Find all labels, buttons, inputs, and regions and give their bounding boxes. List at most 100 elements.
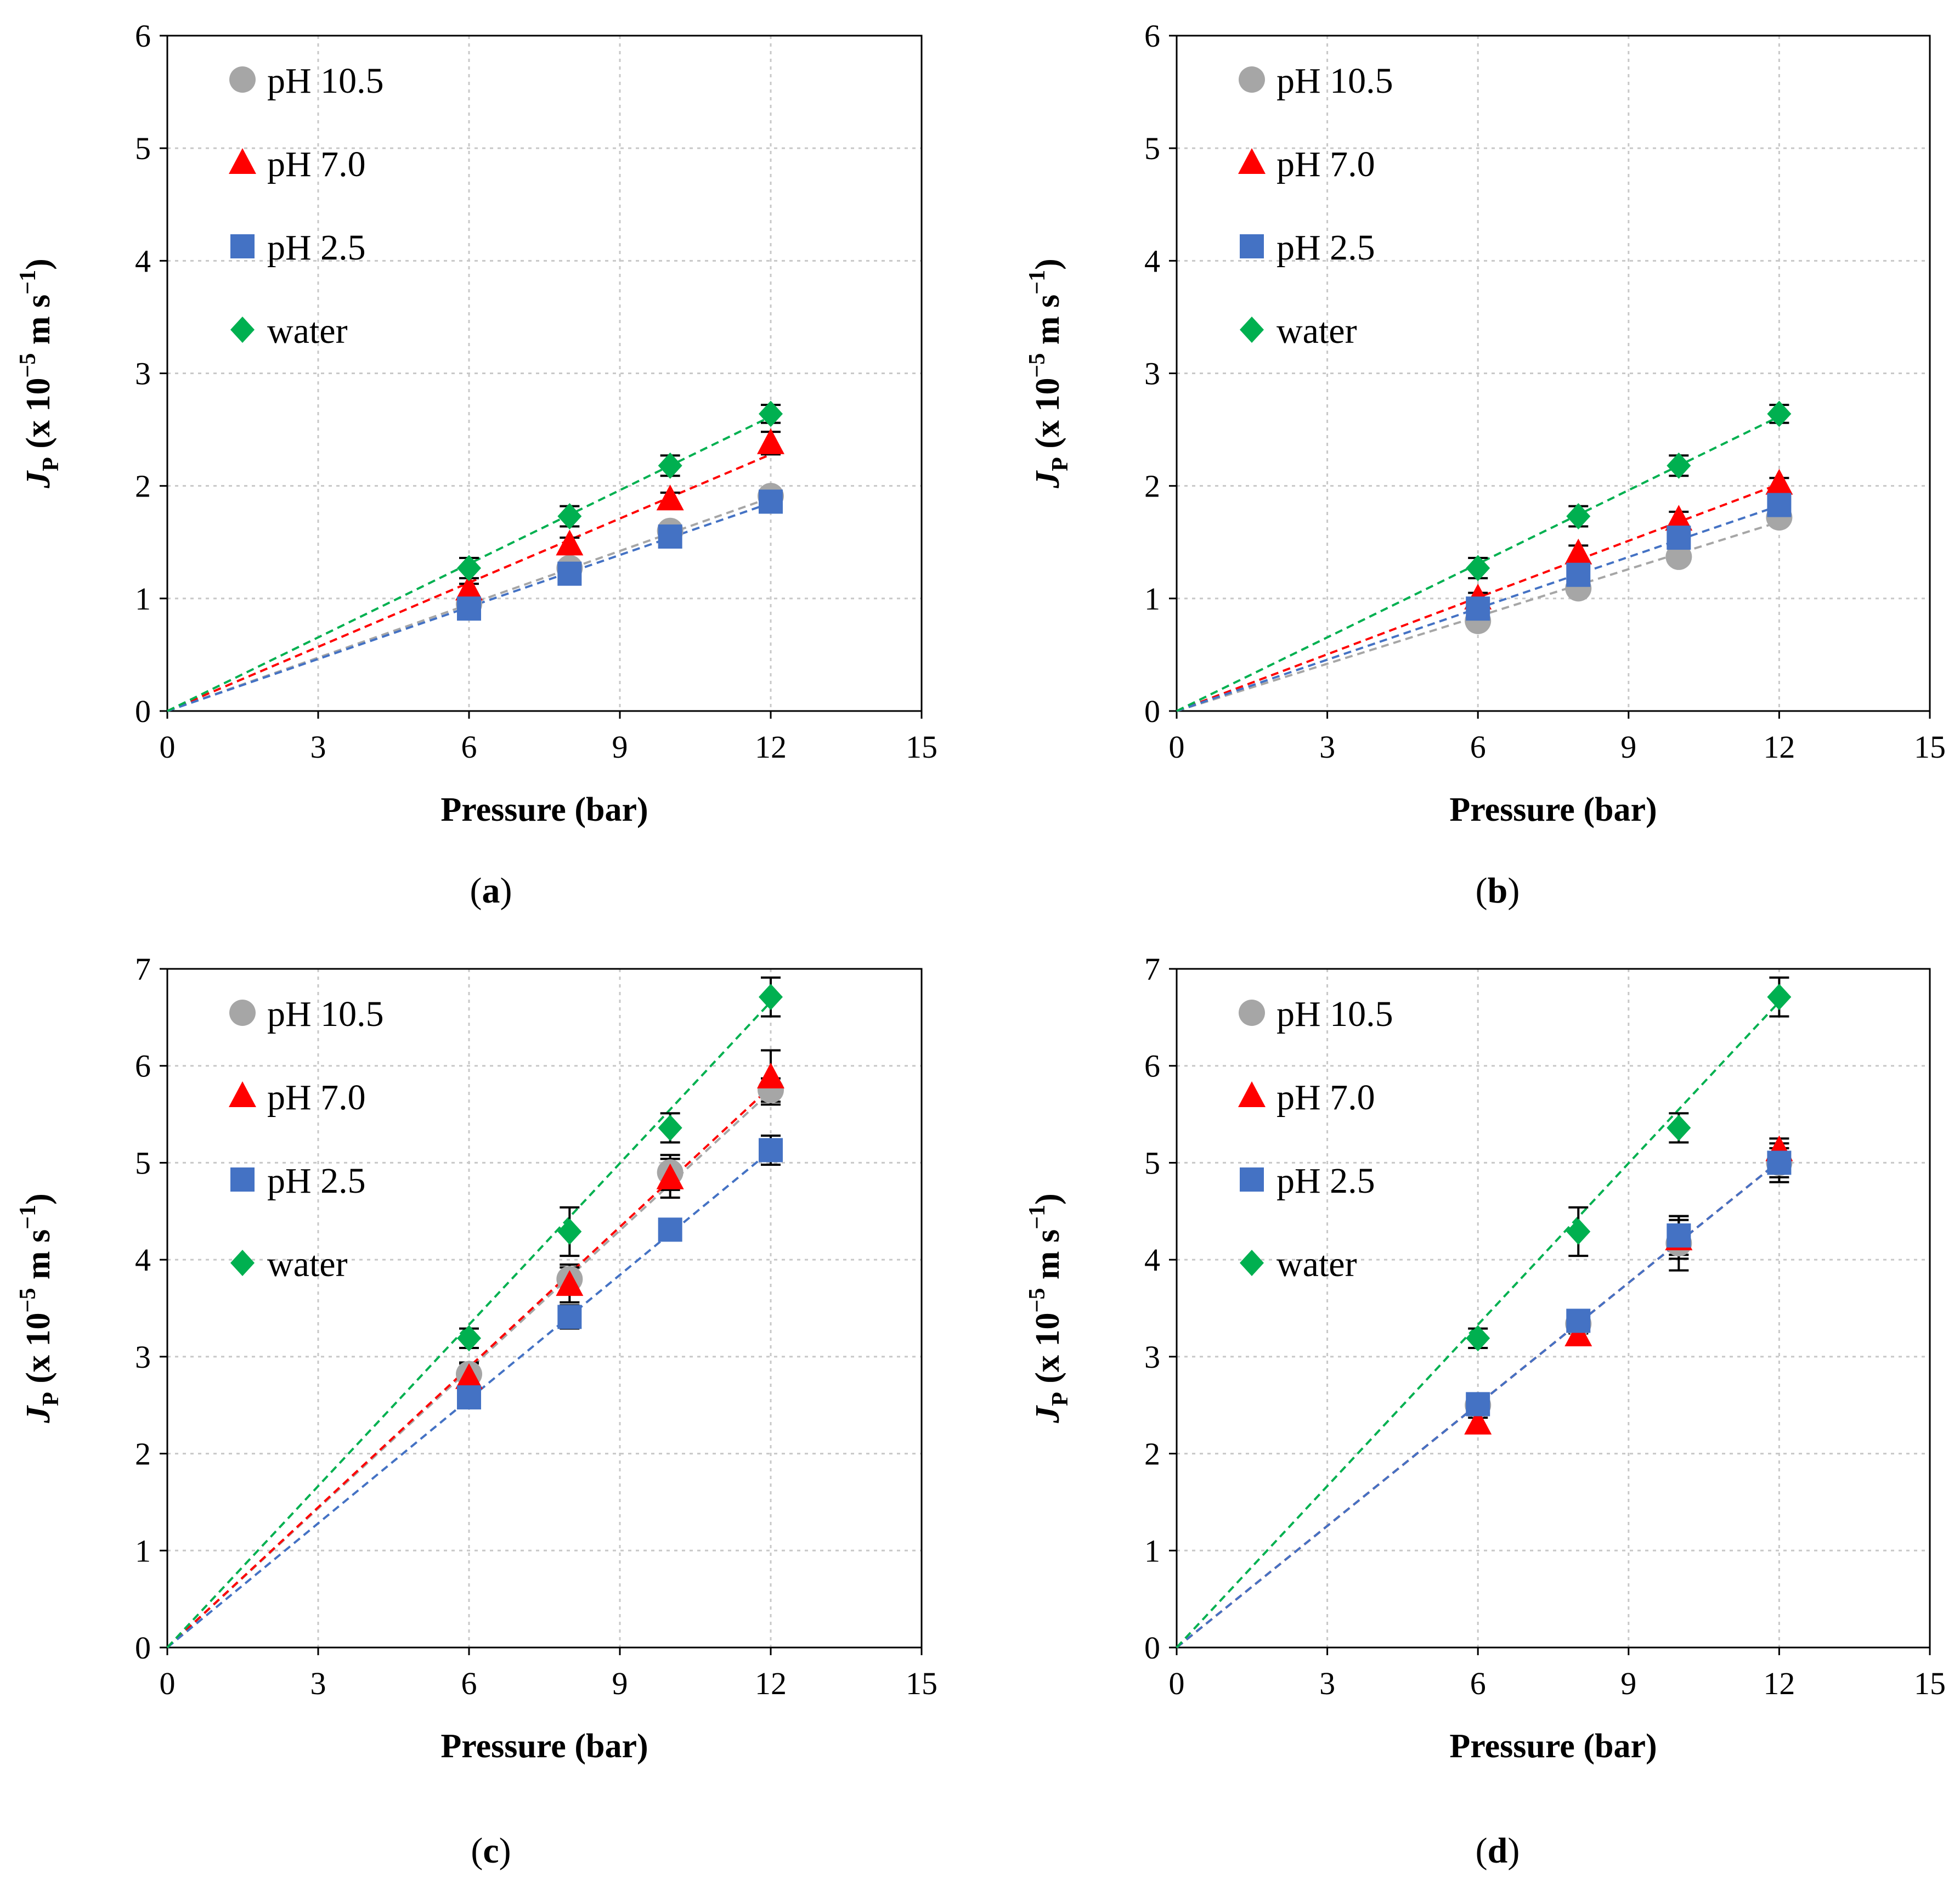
y-axis-title: JP (x 10−5 m s−1) <box>1025 258 1073 489</box>
trend-line <box>1176 1001 1780 1649</box>
y-tick-label: 2 <box>1144 469 1160 504</box>
data-point <box>1767 1150 1792 1175</box>
data-point <box>557 1218 582 1245</box>
y-tick-label: 0 <box>135 693 151 729</box>
x-tick-label: 3 <box>310 1666 326 1701</box>
y-tick-label: 5 <box>1144 1145 1160 1181</box>
y-axis-title: JP (x 10−5 m s−1) <box>1025 1193 1073 1424</box>
legend-label: pH 7.0 <box>1276 144 1375 184</box>
data-point <box>457 1385 481 1410</box>
legend-marker <box>229 148 256 174</box>
x-axis-title: Pressure (bar) <box>440 791 648 828</box>
data-point <box>1667 526 1691 550</box>
y-tick-label: 3 <box>135 356 151 392</box>
legend-marker <box>229 66 256 93</box>
gridlines <box>1177 969 1930 1648</box>
gridlines <box>167 969 922 1648</box>
panel-caption: (d) <box>1476 1831 1520 1871</box>
x-tick-label: 0 <box>160 1666 176 1701</box>
data-point <box>1464 1408 1492 1435</box>
data-point <box>1566 1218 1591 1245</box>
legend-label: pH 10.5 <box>267 61 384 101</box>
legend: pH 10.5 pH 7.0 pH 2.5 water <box>229 994 384 1284</box>
data-point <box>658 1217 682 1242</box>
x-tick-label: 0 <box>1169 729 1185 765</box>
data-point <box>1667 1114 1691 1141</box>
x-tick-label: 6 <box>461 1666 477 1701</box>
legend-marker <box>229 1081 256 1107</box>
legend-marker <box>1240 317 1264 343</box>
data-point <box>457 1325 481 1352</box>
y-tick-label: 7 <box>135 951 151 987</box>
y-tick-label: 1 <box>1144 581 1160 617</box>
y-tick-label: 4 <box>1144 243 1160 279</box>
series-water <box>1176 403 1789 712</box>
data-point <box>658 452 682 479</box>
legend-marker <box>1239 1000 1265 1026</box>
data-point <box>1564 538 1592 565</box>
x-tick-label: 6 <box>461 729 477 765</box>
data-point <box>1767 493 1792 517</box>
y-tick-label: 5 <box>135 131 151 166</box>
legend-label: pH 2.5 <box>1276 228 1375 268</box>
x-tick-label: 9 <box>1620 729 1636 765</box>
y-tick-label: 4 <box>1144 1242 1160 1278</box>
legend-marker <box>1240 1167 1264 1192</box>
data-point <box>757 428 784 454</box>
y-tick-label: 3 <box>135 1339 151 1375</box>
data-point <box>1564 1320 1592 1346</box>
data-point <box>658 524 682 549</box>
panel-caption: (c) <box>471 1831 511 1871</box>
legend: pH 10.5 pH 7.0 pH 2.5 water <box>1238 994 1393 1284</box>
legend: pH 10.5 pH 7.0 pH 2.5 water <box>1238 61 1393 351</box>
x-tick-label: 3 <box>1319 729 1335 765</box>
x-tick-label: 0 <box>1169 1666 1185 1701</box>
legend-marker <box>230 234 255 258</box>
legend-label: water <box>267 311 348 351</box>
gridlines <box>167 36 922 711</box>
data-point <box>1566 1308 1591 1333</box>
plot-frame <box>1176 968 1931 1649</box>
x-tick-label: 12 <box>1763 1666 1795 1701</box>
x-axis-title: Pressure (bar) <box>440 1728 648 1765</box>
y-tick-label: 6 <box>135 1048 151 1084</box>
data-point <box>757 1062 784 1088</box>
legend-label: pH 7.0 <box>267 1077 366 1118</box>
panel-caption: (a) <box>470 871 512 911</box>
legend-marker <box>230 1250 255 1276</box>
legend-label: pH 10.5 <box>267 994 384 1034</box>
y-tick-label: 0 <box>135 1630 151 1666</box>
trend-line <box>166 1149 772 1649</box>
y-tick-label: 6 <box>1144 18 1160 54</box>
legend-label: pH 2.5 <box>267 228 366 268</box>
data-point <box>656 484 684 511</box>
x-tick-label: 0 <box>160 729 176 765</box>
legend-label: pH 7.0 <box>1276 1077 1375 1118</box>
x-tick-label: 12 <box>755 729 787 765</box>
x-tick-label: 6 <box>1470 729 1486 765</box>
y-tick-label: 1 <box>1144 1533 1160 1569</box>
panel-caption: (b) <box>1476 871 1520 911</box>
data-point <box>1767 984 1792 1011</box>
data-point <box>557 503 582 530</box>
data-point <box>759 1138 783 1163</box>
x-axis-title: Pressure (bar) <box>1449 791 1657 828</box>
y-tick-label: 6 <box>135 18 151 54</box>
legend: pH 10.5 pH 7.0 pH 2.5 water <box>229 61 384 351</box>
legend-label: water <box>1276 1244 1357 1284</box>
data-point <box>759 984 783 1011</box>
y-tick-label: 3 <box>1144 1339 1160 1375</box>
y-tick-label: 2 <box>135 1436 151 1472</box>
y-axis-title: JP (x 10−5 m s−1) <box>15 1193 64 1424</box>
data-point <box>455 1363 483 1389</box>
data-point <box>1667 452 1691 479</box>
data-point <box>1767 400 1792 427</box>
legend-label: water <box>1276 311 1357 351</box>
plot-frame <box>166 968 923 1649</box>
